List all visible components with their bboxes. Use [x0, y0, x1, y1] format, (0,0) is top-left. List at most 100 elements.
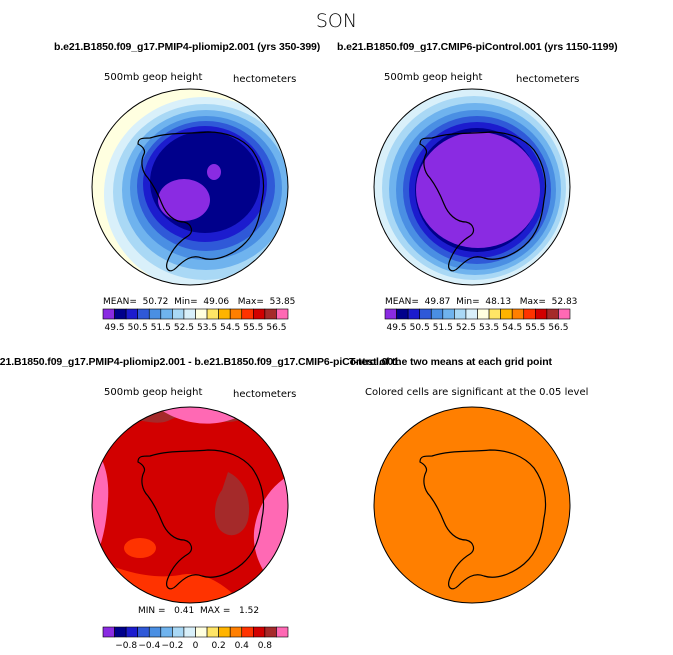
- panel4-map: [373, 406, 571, 604]
- panel1-map: [91, 88, 289, 286]
- colorbar1-tick-label: 52.5: [174, 323, 194, 333]
- colorbar3-swatch: [206, 626, 219, 638]
- colorbar3-swatch: [183, 626, 196, 638]
- panel3-map: [91, 406, 289, 604]
- colorbar2-swatch: [477, 308, 490, 320]
- panel2-field-label: 500mb geop height: [384, 72, 483, 83]
- panel2-stats: MEAN= 49.87 Min= 48.13 Max= 52.83: [385, 297, 578, 307]
- colorbar1-swatch: [253, 308, 266, 320]
- season-title: SON: [315, 10, 358, 32]
- panel2-units-label: hectometers: [516, 74, 580, 85]
- colorbar3-swatch: [218, 626, 231, 638]
- panel1-units-label: hectometers: [233, 74, 297, 85]
- panel2-mean: 49.87: [424, 297, 451, 307]
- colorbar2-tick-label: 56.5: [548, 323, 568, 333]
- colorbar2-swatch: [511, 308, 525, 320]
- colorbar2-tick-label: 52.5: [456, 323, 476, 333]
- colorbar3-swatch: [195, 626, 208, 638]
- panel1-field-label: 500mb geop height: [104, 72, 203, 83]
- colorbar3-swatch: [229, 626, 243, 638]
- panel3-title: e21.B1850.f09_g17.PMIP4-pliomip2.001 - b…: [0, 356, 399, 368]
- colorbar3-tick-label: 0.4: [235, 641, 250, 651]
- panel2-max: 52.83: [551, 297, 578, 307]
- colorbar2-tick-label: 51.5: [433, 323, 453, 333]
- panel1-mean: 50.72: [142, 297, 169, 307]
- panel3-stats: MIN = 0.41 MAX = 1.52: [138, 606, 260, 616]
- colorbar2-swatch: [500, 308, 513, 320]
- colorbar1-swatch: [276, 308, 289, 320]
- colorbar3-swatch: [241, 626, 254, 638]
- colorbar-panel1: 49.5 50.5 51.5 52.5 53.5 54.5 55.5 56.5: [102, 308, 289, 333]
- colorbar2-swatch: [523, 308, 536, 320]
- colorbar1-tick-label: 53.5: [197, 323, 217, 333]
- colorbar1-swatch: [206, 308, 219, 320]
- panel1-title: b.e21.B1850.f09_g17.PMIP4-pliomip2.001 (…: [54, 41, 321, 53]
- colorbar1-tick-label: 55.5: [243, 323, 263, 333]
- colorbar3-tick-label: −0.2: [161, 641, 183, 651]
- colorbar3-swatch: [137, 626, 150, 638]
- colorbar-panel2: 49.5 50.5 51.5 52.5 53.5 54.5 55.5 56.5: [384, 308, 571, 333]
- colorbar1-tick-label: 54.5: [220, 323, 240, 333]
- colorbar3-swatch: [148, 626, 162, 638]
- colorbar2-swatch: [407, 308, 420, 320]
- colorbar2-tick-label: 49.5: [387, 323, 407, 333]
- colorbar2-tick-label: 55.5: [525, 323, 545, 333]
- colorbar3-tick-label: 0.8: [258, 641, 273, 651]
- colorbar1-swatch: [137, 308, 150, 320]
- colorbar2-swatch: [558, 308, 571, 320]
- panel3-min: 0.41: [174, 606, 195, 616]
- colorbar2-swatch: [454, 308, 467, 320]
- colorbar3-swatch: [276, 626, 289, 638]
- colorbar1-swatch: [264, 308, 277, 320]
- colorbar3-swatch: [253, 626, 266, 638]
- colorbar3-swatch: [172, 626, 185, 638]
- colorbar1-tick-label: 50.5: [128, 323, 148, 333]
- colorbar1-swatch: [195, 308, 208, 320]
- colorbar2-swatch: [546, 308, 559, 320]
- panel2-title: b.e21.B1850.f09_g17.CMIP6-piControl.001 …: [337, 41, 618, 53]
- colorbar1-tick-label: 56.5: [266, 323, 286, 333]
- colorbar2-tick-label: 53.5: [479, 323, 499, 333]
- panel3-units-label: hectometers: [233, 389, 297, 400]
- colorbar2-swatch: [384, 308, 397, 320]
- colorbar2-tick-label: 54.5: [502, 323, 522, 333]
- panel2-min: 48.13: [485, 297, 512, 307]
- colorbar3-swatch: [264, 626, 277, 638]
- colorbar3-swatch: [102, 626, 115, 638]
- colorbar2-swatch: [419, 308, 432, 320]
- colorbar1-swatch: [172, 308, 185, 320]
- colorbar3-tick-label: −0.4: [138, 641, 160, 651]
- colorbar2-swatch: [396, 308, 409, 320]
- panel2-map: [373, 88, 571, 286]
- colorbar1-tick-label: 51.5: [151, 323, 171, 333]
- colorbar1-swatch: [160, 308, 173, 320]
- colorbar3-tick-label: 0: [193, 641, 199, 651]
- panel3-max: 1.52: [239, 606, 260, 616]
- colorbar1-swatch: [229, 308, 243, 320]
- colorbar1-swatch: [148, 308, 162, 320]
- colorbar2-swatch: [442, 308, 455, 320]
- colorbar2-swatch: [430, 308, 444, 320]
- panel1-max: 53.85: [269, 297, 296, 307]
- colorbar3-swatch: [160, 626, 173, 638]
- colorbar2-tick-label: 50.5: [410, 323, 430, 333]
- panel1-stats: MEAN= 50.72 Min= 49.06 Max= 53.85: [103, 297, 296, 307]
- panel3-field-label: 500mb geop height: [104, 387, 203, 398]
- colorbar3-swatch: [114, 626, 127, 638]
- colorbar1-swatch: [125, 308, 138, 320]
- colorbar3-tick-label: −0.8: [115, 641, 137, 651]
- panel4-title: T-test of the two means at each grid poi…: [349, 356, 552, 368]
- colorbar3-swatch: [125, 626, 138, 638]
- colorbar1-swatch: [102, 308, 115, 320]
- colorbar-panel3: −0.8 −0.4 −0.2 0 0.2 0.4 0.8: [102, 626, 289, 651]
- colorbar1-tick-label: 49.5: [105, 323, 125, 333]
- colorbar2-swatch: [488, 308, 501, 320]
- colorbar1-swatch: [183, 308, 196, 320]
- colorbar2-swatch: [535, 308, 548, 320]
- colorbar1-swatch: [218, 308, 231, 320]
- panel1-min: 49.06: [203, 297, 230, 307]
- colorbar3-tick-label: 0.2: [211, 641, 225, 651]
- colorbar1-swatch: [114, 308, 127, 320]
- colorbar1-swatch: [241, 308, 254, 320]
